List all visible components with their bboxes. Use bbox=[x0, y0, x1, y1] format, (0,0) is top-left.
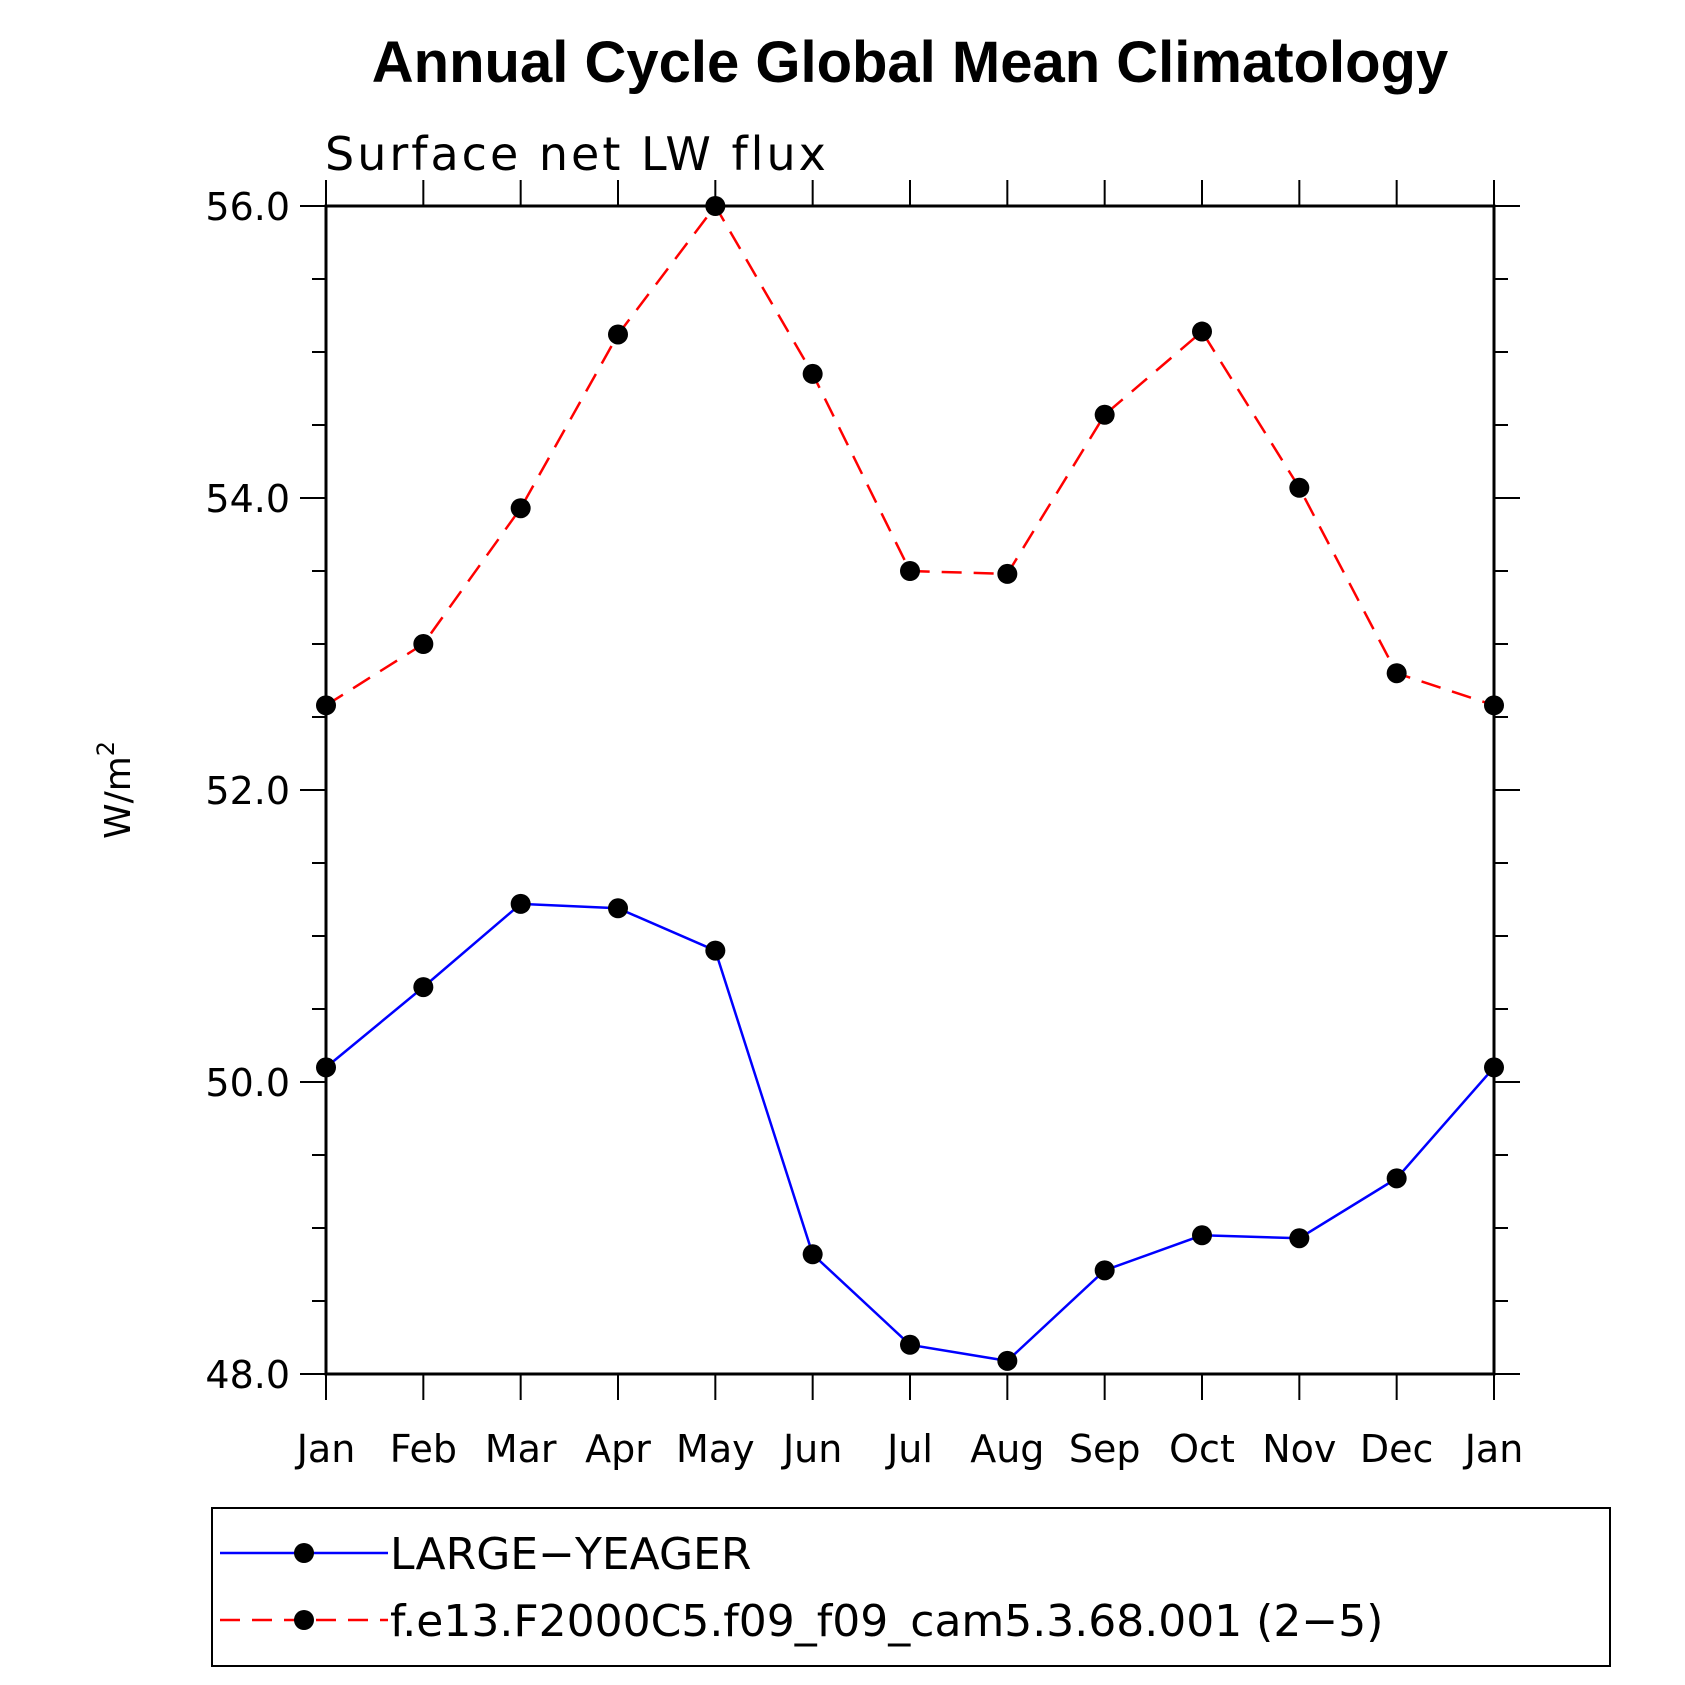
data-point-series-1 bbox=[1289, 1228, 1310, 1249]
x-tick-label: May bbox=[676, 1427, 755, 1471]
legend-label-2: f.e13.F2000C5.f09_f09_cam5.3.68.001 (2−5… bbox=[390, 1596, 1383, 1647]
series-layer bbox=[316, 196, 1504, 1371]
legend-marker-1 bbox=[294, 1543, 314, 1563]
data-point-series-2 bbox=[997, 563, 1018, 584]
y-axis-label-unit: W/m bbox=[98, 756, 139, 839]
x-tick-label: Nov bbox=[1262, 1427, 1336, 1471]
y-axis-label-exponent: 2 bbox=[92, 741, 120, 756]
data-point-series-1 bbox=[1094, 1260, 1115, 1281]
legend: LARGE−YEAGER f.e13.F2000C5.f09_f09_cam5.3… bbox=[220, 1529, 1383, 1647]
y-tick-label: 52.0 bbox=[205, 769, 290, 813]
legend-label-1: LARGE−YEAGER bbox=[390, 1529, 751, 1580]
x-tick-label: Jun bbox=[781, 1427, 842, 1471]
legend-marker-2 bbox=[294, 1610, 314, 1630]
data-point-series-1 bbox=[1484, 1057, 1504, 1078]
data-point-series-2 bbox=[510, 498, 531, 519]
data-point-series-2 bbox=[413, 634, 434, 654]
data-point-series-2 bbox=[705, 196, 726, 216]
data-point-series-2 bbox=[1094, 404, 1115, 425]
x-tick-label: Jan bbox=[295, 1427, 356, 1471]
data-point-series-2 bbox=[1192, 321, 1212, 342]
x-tick-label: Dec bbox=[1360, 1427, 1434, 1471]
data-point-series-1 bbox=[900, 1334, 920, 1355]
data-point-series-2 bbox=[802, 363, 823, 384]
x-tick-label: Oct bbox=[1169, 1427, 1235, 1471]
chart-subtitle: Surface net LW flux bbox=[325, 127, 829, 181]
y-tick-label: 54.0 bbox=[205, 477, 290, 521]
chart-title: Annual Cycle Global Mean Climatology bbox=[372, 30, 1448, 95]
data-point-series-2 bbox=[1289, 477, 1310, 498]
x-tick-label: Jan bbox=[1463, 1427, 1524, 1471]
data-point-series-2 bbox=[316, 695, 336, 716]
x-axis-ticks: Jan Feb Mar Apr May Jun Jul Aug Sep Oct Nov Dec Jan bbox=[295, 180, 1524, 1471]
y-axis-ticks: 48.0 50.0 52.0 54.0 56.0 bbox=[205, 185, 1520, 1397]
data-point-series-2 bbox=[608, 324, 628, 345]
x-tick-label: Aug bbox=[970, 1427, 1044, 1471]
data-point-series-1 bbox=[997, 1350, 1018, 1371]
data-point-series-1 bbox=[1386, 1168, 1407, 1189]
data-point-series-1 bbox=[1192, 1225, 1212, 1246]
x-tick-label: Apr bbox=[585, 1427, 651, 1471]
data-point-series-1 bbox=[316, 1057, 336, 1078]
series-line-2 bbox=[325, 203, 1495, 707]
x-tick-label: Jul bbox=[885, 1427, 933, 1471]
data-point-series-1 bbox=[608, 898, 628, 919]
y-tick-label: 56.0 bbox=[205, 185, 290, 229]
x-tick-label: Mar bbox=[485, 1427, 557, 1471]
plot-frame bbox=[324, 204, 1496, 1376]
data-point-series-1 bbox=[510, 893, 531, 914]
data-point-series-1 bbox=[705, 940, 726, 961]
data-point-series-1 bbox=[802, 1244, 823, 1265]
series-line-1 bbox=[325, 902, 1495, 1363]
data-point-series-2 bbox=[900, 561, 920, 581]
y-tick-label: 48.0 bbox=[205, 1353, 290, 1397]
data-point-series-2 bbox=[1386, 663, 1407, 684]
y-tick-label: 50.0 bbox=[205, 1061, 290, 1105]
y-axis-label: W/m2 bbox=[92, 741, 139, 839]
x-tick-label: Sep bbox=[1069, 1427, 1141, 1471]
legend-box bbox=[211, 1507, 1611, 1667]
x-tick-label: Feb bbox=[390, 1427, 457, 1471]
data-point-series-2 bbox=[1484, 695, 1504, 716]
data-point-series-1 bbox=[413, 977, 434, 998]
